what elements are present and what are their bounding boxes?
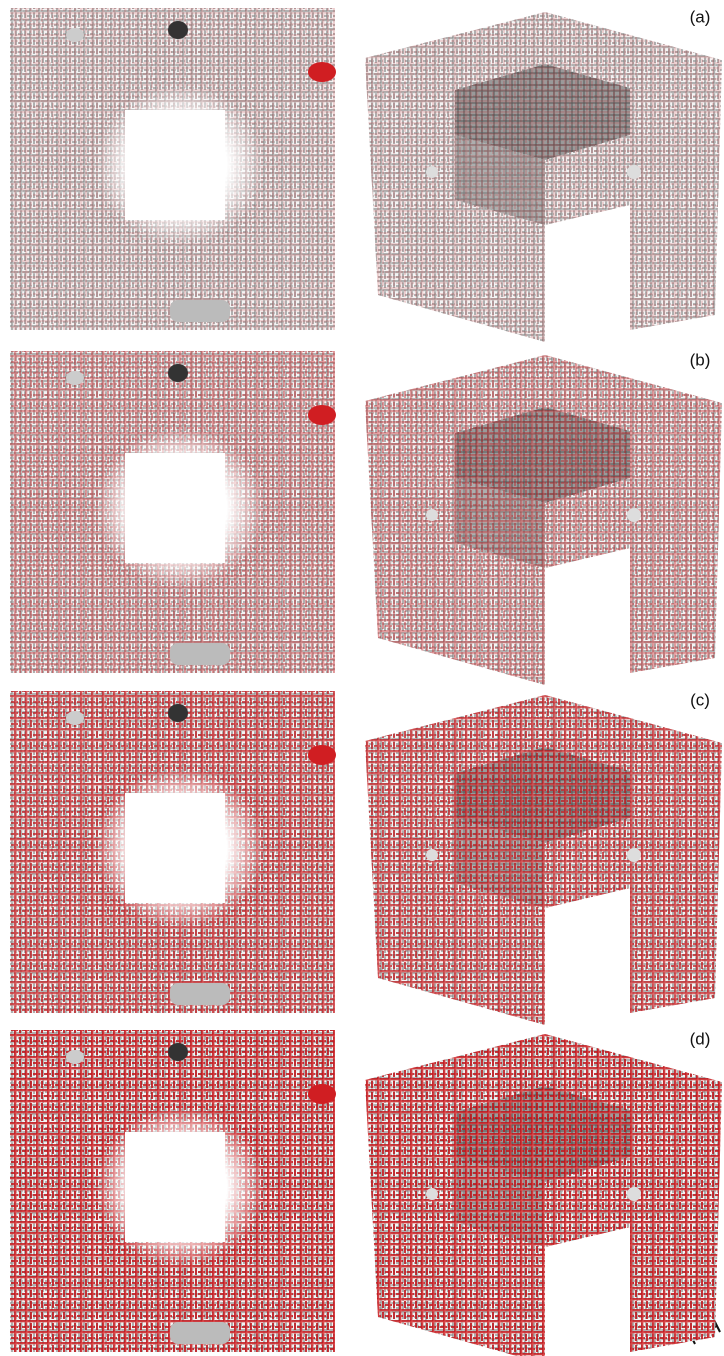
blob [426,166,438,178]
blob [170,983,230,1005]
cube-red [365,1034,722,1356]
blob [66,371,84,385]
void-core [125,110,225,220]
panel-label: (a) [690,7,711,26]
blob [170,643,230,665]
network-3d [365,1034,722,1356]
blob [168,364,188,382]
blob [170,300,230,322]
cube-red [365,355,722,685]
blob [66,28,84,42]
void-core [125,793,225,903]
blob [66,1050,84,1064]
network-2d [10,351,336,673]
blob [308,62,336,82]
network-3d [365,355,722,685]
blob [426,509,438,521]
blob [308,1084,336,1104]
cube-red [365,695,722,1025]
panel-label: (d) [690,1029,711,1048]
network-3d [365,695,722,1025]
panel-row: (a) [10,7,722,342]
blob [168,21,188,39]
blob [627,165,641,179]
panel-label: (b) [690,350,711,369]
cube-red [365,12,722,342]
blob [627,1187,641,1201]
panel-row: (c) [10,690,722,1025]
network-2d [10,691,336,1013]
blob [308,745,336,765]
panel-row: (d) [10,1029,722,1356]
blob [168,1043,188,1061]
figure: (a) (b) (c) (d) [0,0,724,1356]
panel-row: (b) [10,350,722,685]
void-core [125,453,225,563]
network-3d [365,12,722,342]
blob [627,848,641,862]
blob [426,1188,438,1200]
network-2d [10,1030,336,1352]
network-2d [10,8,336,330]
blob [66,711,84,725]
blob [308,405,336,425]
blob [426,849,438,861]
blob [170,1322,230,1344]
panel-label: (c) [690,690,710,709]
void-core [125,1132,225,1242]
blob [168,704,188,722]
blob [627,508,641,522]
